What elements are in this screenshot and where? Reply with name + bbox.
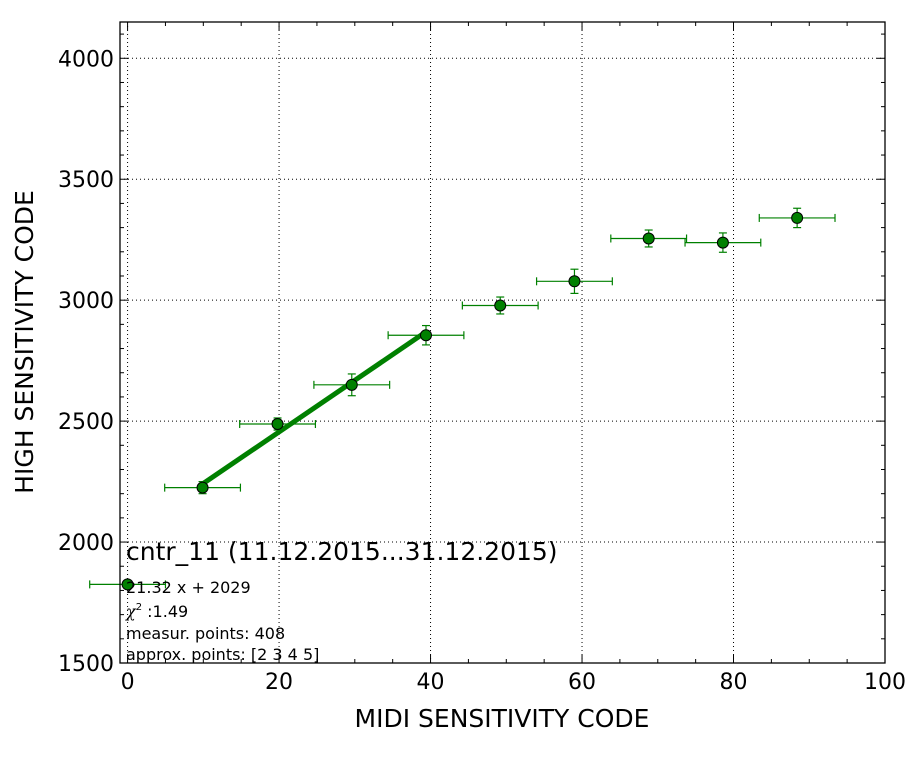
- annotation-approx-points: approx. points: [2 3 4 5]: [126, 645, 319, 664]
- minor-tick-layer: [120, 22, 886, 664]
- data-point: [271, 418, 284, 431]
- annotation-title: cntr_11 (11.12.2015...31.12.2015): [126, 537, 558, 566]
- point-layer: [121, 211, 804, 591]
- tick-label-layer: 0 20 40 60 80 100 1500 2000 2500 3000 3500 4000: [58, 47, 906, 695]
- chi-value: :1.49: [142, 602, 188, 621]
- y-tick-label: 4000: [58, 47, 114, 72]
- data-point: [196, 481, 209, 494]
- x-tick-label: 0: [121, 670, 135, 695]
- data-point: [121, 578, 134, 591]
- annotation-equation: 21.32 x + 2029: [126, 578, 251, 597]
- annotation-measured-points: measur. points: 408: [126, 624, 285, 643]
- data-point: [716, 236, 729, 249]
- data-point: [568, 275, 581, 288]
- chi-symbol: χ: [125, 602, 137, 621]
- x-axis-title: MIDI SENSITIVITY CODE: [355, 704, 650, 733]
- y-tick-label: 2500: [58, 410, 114, 435]
- x-tick-label: 40: [417, 670, 445, 695]
- x-tick-label: 80: [720, 670, 748, 695]
- x-tick-label: 20: [265, 670, 293, 695]
- y-tick-label: 1500: [58, 652, 114, 677]
- fit-line: [201, 329, 428, 487]
- chi-superscript: 2: [136, 602, 142, 613]
- data-point: [494, 299, 507, 312]
- x-tick-label: 60: [568, 670, 596, 695]
- plot-frame: [119, 21, 886, 664]
- y-axis-title: HIGH SENSITIVITY CODE: [10, 190, 39, 494]
- y-tick-label: 2000: [58, 531, 114, 556]
- data-point: [420, 329, 432, 342]
- x-tick-label: 100: [864, 670, 906, 695]
- fit-layer: [201, 329, 428, 487]
- grid-layer: [120, 22, 886, 664]
- annotation-chi-square: χ2 :1.49: [125, 602, 188, 621]
- y-tick-label: 3000: [58, 289, 114, 314]
- data-point: [642, 232, 655, 245]
- y-tick-label: 3500: [58, 168, 114, 193]
- data-point: [791, 211, 804, 224]
- data-point: [345, 378, 358, 391]
- errorbar-layer: [89, 207, 836, 589]
